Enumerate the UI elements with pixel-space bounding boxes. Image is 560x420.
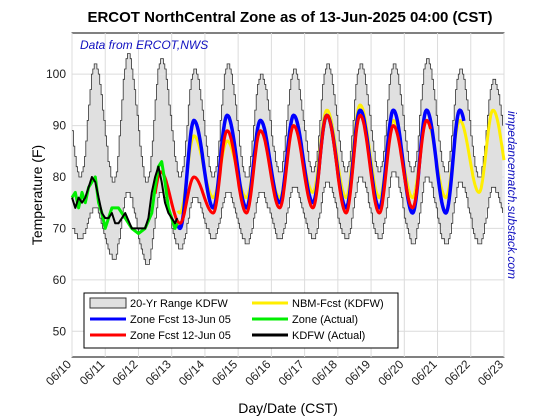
x-tick-label: 06/18 — [309, 357, 340, 388]
x-tick-label: 06/20 — [375, 357, 406, 388]
y-tick-label: 60 — [53, 273, 67, 287]
legend-label-range: 20-Yr Range KDFW — [130, 298, 228, 310]
x-tick-label: 06/11 — [77, 357, 108, 388]
y-tick-label: 90 — [53, 119, 67, 133]
y-tick-label: 80 — [53, 170, 67, 184]
x-tick-label: 06/15 — [209, 357, 240, 388]
series-line-zone-fcst-12-jun-05 — [153, 113, 433, 225]
legend-label-kdfw-actual: KDFW (Actual) — [292, 330, 365, 342]
x-tick-label: 06/13 — [143, 357, 174, 388]
series-line-zone-actual- — [70, 160, 179, 236]
range-band-upper-edge — [72, 53, 503, 183]
x-tick-label: 06/22 — [442, 357, 473, 388]
x-axis-label: Day/Date (CST) — [238, 400, 338, 416]
x-tick-label: 06/17 — [276, 357, 307, 388]
x-tick-label: 06/16 — [242, 357, 273, 388]
x-tick-label: 06/14 — [176, 357, 207, 388]
range-band-lower-edge — [72, 171, 503, 265]
y-axis-ticks: 50 60 70 80 90 100 — [46, 67, 66, 338]
y-tick-label: 70 — [53, 221, 67, 235]
y-tick-label: 100 — [46, 67, 66, 81]
legend-label-nbm: NBM-Fcst (KDFW) — [292, 298, 384, 310]
x-tick-label: 06/23 — [475, 357, 506, 388]
legend-label-zone-fcst-13: Zone Fcst 13-Jun 05 — [130, 314, 231, 326]
legend-swatch-range — [89, 297, 127, 309]
series-line-kdfw-actual- — [71, 165, 179, 230]
series-lines — [70, 103, 506, 236]
x-axis-ticks: 06/10 06/11 06/12 06/13 06/14 06/15 06/16 06/17… — [43, 357, 506, 388]
legend: 20-Yr Range KDFW Zone Fcst 13-Jun 05 Zon… — [83, 292, 399, 349]
x-tick-label: 06/12 — [109, 357, 140, 388]
chart-title: ERCOT NorthCentral Zone as of 13-Jun-202… — [87, 9, 492, 26]
legend-label-zone-fcst-12: Zone Fcst 12-Jun 05 — [130, 330, 231, 342]
x-tick-label: 06/10 — [43, 357, 74, 388]
watermark: impedancematch.substack.com — [505, 111, 519, 279]
legend-label-zone-actual: Zone (Actual) — [292, 314, 358, 326]
legend-box — [83, 292, 399, 349]
x-tick-label: 06/19 — [342, 357, 373, 388]
y-axis-label: Temperature (F) — [29, 145, 45, 245]
y-tick-label: 50 — [53, 324, 67, 338]
source-note: Data from ERCOT,NWS — [80, 38, 208, 52]
x-tick-label: 06/21 — [409, 357, 440, 388]
